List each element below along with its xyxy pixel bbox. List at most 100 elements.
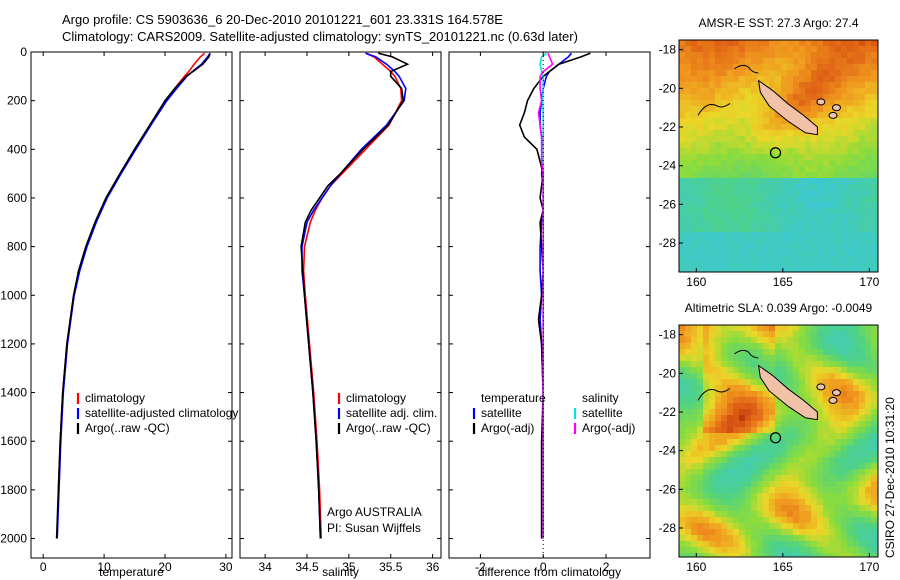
map-cell xyxy=(805,88,812,95)
map-cell xyxy=(793,82,800,89)
map-cell xyxy=(859,517,866,524)
map-cell xyxy=(793,535,800,542)
map-cell xyxy=(787,535,794,542)
map-cell xyxy=(757,130,764,137)
map-cell xyxy=(823,511,830,518)
map-cell xyxy=(835,226,842,233)
map-cell xyxy=(787,178,794,185)
map-cell xyxy=(817,439,824,446)
map-cell xyxy=(853,493,860,500)
map-cell xyxy=(811,469,818,476)
map-cell xyxy=(805,172,812,179)
map-cell xyxy=(727,196,734,203)
map-cell xyxy=(679,451,686,458)
map-cell xyxy=(817,52,824,59)
map-cell xyxy=(697,178,704,185)
map-cell xyxy=(793,463,800,470)
map-cell xyxy=(691,88,698,95)
map-cell xyxy=(685,46,692,53)
map-cell xyxy=(865,517,872,524)
map-cell xyxy=(709,172,716,179)
map-cell xyxy=(871,136,878,143)
map-cell xyxy=(763,250,770,257)
map-cell xyxy=(715,40,722,47)
map-cell xyxy=(751,523,758,530)
map-cell xyxy=(775,499,782,506)
map-cell xyxy=(817,493,824,500)
map-cell xyxy=(739,112,746,119)
map-cell xyxy=(811,523,818,530)
map-cell xyxy=(775,517,782,524)
map-cell xyxy=(739,58,746,65)
map-cell xyxy=(763,547,770,554)
map-cell xyxy=(781,136,788,143)
map-cell xyxy=(751,475,758,482)
map-cell xyxy=(787,94,794,101)
map-cell xyxy=(685,433,692,440)
map-cell xyxy=(685,367,692,374)
map-cell xyxy=(805,214,812,221)
map-cell xyxy=(739,547,746,554)
map-cell xyxy=(751,94,758,101)
map-cell xyxy=(751,232,758,239)
map-cell xyxy=(829,463,836,470)
map-cell xyxy=(691,367,698,374)
map-cell xyxy=(841,52,848,59)
map-cell xyxy=(685,76,692,83)
map-cell xyxy=(799,220,806,227)
map-cell xyxy=(751,250,758,257)
map-cell xyxy=(793,232,800,239)
map-cell xyxy=(697,409,704,416)
map-cell xyxy=(781,52,788,59)
map-cell xyxy=(775,130,782,137)
map-cell xyxy=(799,226,806,233)
map-cell xyxy=(835,214,842,221)
plot-frame-temperature xyxy=(30,51,233,559)
map-cell xyxy=(733,130,740,137)
map-cell xyxy=(721,553,728,557)
map-cell xyxy=(847,379,854,386)
map-cell xyxy=(841,481,848,488)
map-cell xyxy=(811,202,818,209)
map-cell xyxy=(721,487,728,494)
map-cell xyxy=(733,172,740,179)
map-cell xyxy=(697,184,704,191)
map-cell xyxy=(829,196,836,203)
map-cell xyxy=(715,361,722,368)
map-cell xyxy=(691,433,698,440)
map-cell xyxy=(721,361,728,368)
map-cell xyxy=(727,238,734,245)
map-cell xyxy=(847,106,854,113)
map-cell xyxy=(811,94,818,101)
map-cell xyxy=(775,136,782,143)
map-cell xyxy=(733,118,740,125)
map-y-tick-label: -22 xyxy=(659,120,677,134)
map-cell xyxy=(733,409,740,416)
map-cell xyxy=(769,232,776,239)
map-cell xyxy=(853,517,860,524)
map-cell xyxy=(865,250,872,257)
map-cell xyxy=(763,190,770,197)
map-cell xyxy=(685,553,692,557)
map-cell xyxy=(811,88,818,95)
map-cell xyxy=(859,385,866,392)
map-cell xyxy=(853,457,860,464)
map-cell xyxy=(865,262,872,269)
map-cell xyxy=(739,439,746,446)
map-cell xyxy=(865,124,872,131)
map-cell xyxy=(703,142,710,149)
map-cell xyxy=(787,76,794,83)
map-cell xyxy=(871,262,878,269)
map-cell xyxy=(703,325,710,332)
map-cell xyxy=(781,262,788,269)
map-cell xyxy=(823,343,830,350)
map-cell xyxy=(817,379,824,386)
map-cell xyxy=(757,202,764,209)
map-cell xyxy=(697,190,704,197)
map-cell xyxy=(799,331,806,338)
map-cell xyxy=(733,541,740,548)
y-tick-label: 0 xyxy=(20,45,27,59)
map-cell xyxy=(763,535,770,542)
map-cell xyxy=(853,373,860,380)
map-cell xyxy=(829,118,836,125)
